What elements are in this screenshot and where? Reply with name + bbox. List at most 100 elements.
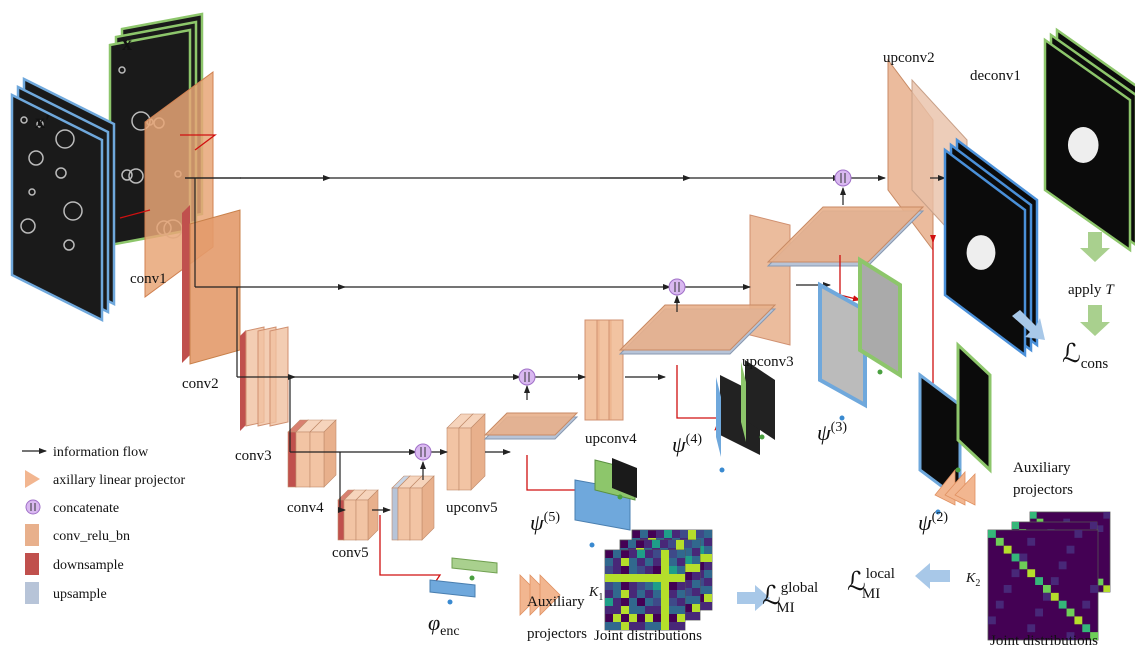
loss-arrow	[915, 563, 950, 589]
image-content	[28, 188, 36, 196]
matrix-cell	[613, 614, 621, 622]
matrix-cell	[672, 530, 680, 538]
superscript: (2)	[932, 510, 949, 525]
psi3-map	[858, 256, 902, 379]
matrix-cell	[1012, 522, 1020, 530]
matrix-cell	[704, 546, 712, 554]
matrix-cell	[676, 540, 684, 548]
matrix-cell	[1027, 537, 1036, 546]
aux-label: projectors	[1013, 482, 1073, 498]
matrix-cell	[704, 562, 712, 570]
subscript: MI	[776, 600, 794, 616]
matrix-cell	[692, 556, 700, 564]
superscript: (3)	[831, 420, 848, 435]
matrix-cell	[613, 582, 621, 590]
conv-block	[397, 487, 411, 541]
symbol: ℒ	[762, 581, 781, 610]
loss-arrow	[1012, 310, 1045, 340]
psi2-map	[956, 341, 992, 474]
matrix-cell	[1089, 522, 1097, 530]
matrix-cell	[629, 558, 637, 566]
matrix-cell	[677, 558, 685, 566]
matrix-cell	[637, 582, 645, 590]
matrix-cell	[988, 616, 996, 625]
psi-label: ψ(3)	[817, 420, 847, 445]
matrix-cell	[684, 564, 692, 572]
matrix-cell	[692, 564, 700, 572]
matrix-cell	[640, 530, 648, 538]
matrix-cell	[653, 550, 661, 558]
dot	[759, 434, 765, 440]
superscript: (4)	[686, 432, 703, 447]
matrix-cell	[1043, 592, 1051, 601]
image-content	[28, 150, 44, 166]
matrix-cell	[1066, 632, 1075, 640]
matrix-cell	[684, 612, 692, 620]
matrix-cell	[692, 548, 700, 556]
symbol: ℒ	[1062, 339, 1081, 368]
layer-label: deconv1	[970, 68, 1021, 84]
dot	[589, 542, 595, 548]
matrix-cell	[692, 572, 700, 580]
image-content	[55, 167, 67, 179]
conv-block	[409, 487, 423, 541]
psi-label: ψ(5)	[530, 510, 560, 535]
matrix-cell	[613, 550, 621, 558]
matrix-cell	[692, 612, 700, 620]
downsample-plate	[240, 330, 246, 431]
shapes	[10, 12, 1135, 641]
aux-projector	[539, 574, 561, 616]
matrix-cell	[1090, 585, 1098, 593]
matrix-cell	[660, 540, 668, 548]
aux-label: Auxiliary	[527, 594, 585, 610]
legend-text: information flow	[53, 445, 149, 460]
matrix-cell	[629, 590, 637, 598]
matrix-cell	[664, 530, 672, 538]
matrix-cell	[629, 622, 637, 630]
psi4-map	[716, 377, 721, 457]
image-content	[63, 201, 83, 221]
k: K	[965, 571, 976, 586]
layer-label: upconv3	[742, 354, 794, 370]
matrix-cell	[661, 574, 669, 582]
matrix-cell	[669, 590, 677, 598]
subscript: cons	[1081, 356, 1109, 372]
k-sub: 2	[975, 578, 980, 589]
matrix-cell	[669, 558, 677, 566]
matrix-cell	[637, 574, 645, 582]
legend-text: downsample	[53, 558, 124, 573]
matrix-cell	[677, 574, 685, 582]
matrix-cell	[684, 596, 692, 604]
matrix-cell	[1074, 530, 1083, 538]
phi-block	[429, 579, 476, 598]
image-content	[63, 239, 75, 251]
matrix-cell	[653, 574, 661, 582]
matrix-cell	[1082, 624, 1091, 633]
matrix-cell	[644, 540, 652, 548]
matrix-cell	[661, 606, 669, 614]
matrix-cell	[621, 574, 629, 582]
matrix-cell	[605, 590, 613, 598]
matrix-cell	[621, 606, 629, 614]
joint-caption: Joint distributions	[990, 633, 1098, 649]
image-content	[128, 168, 144, 184]
matrix-cell	[692, 540, 700, 548]
matrix-cell	[669, 622, 677, 630]
matrix-cell	[637, 550, 645, 558]
image-content	[121, 169, 133, 181]
matrix-cell	[704, 570, 712, 578]
matrix-cell	[684, 540, 692, 548]
legend-icon	[25, 499, 41, 515]
matrix-cell	[696, 530, 704, 538]
matrix-cell	[1050, 577, 1059, 585]
matrix-cell	[629, 614, 637, 622]
concat-symbol	[834, 169, 852, 187]
matrix-cell	[605, 566, 613, 574]
layer-label: conv4	[287, 500, 324, 516]
matrix-cell	[653, 622, 661, 630]
symbol: ψ	[817, 420, 831, 445]
matrix-cell	[692, 588, 700, 596]
apply-t: apply T	[1068, 282, 1115, 298]
matrix-cell	[677, 614, 685, 622]
layer-label: upconv4	[585, 431, 637, 447]
